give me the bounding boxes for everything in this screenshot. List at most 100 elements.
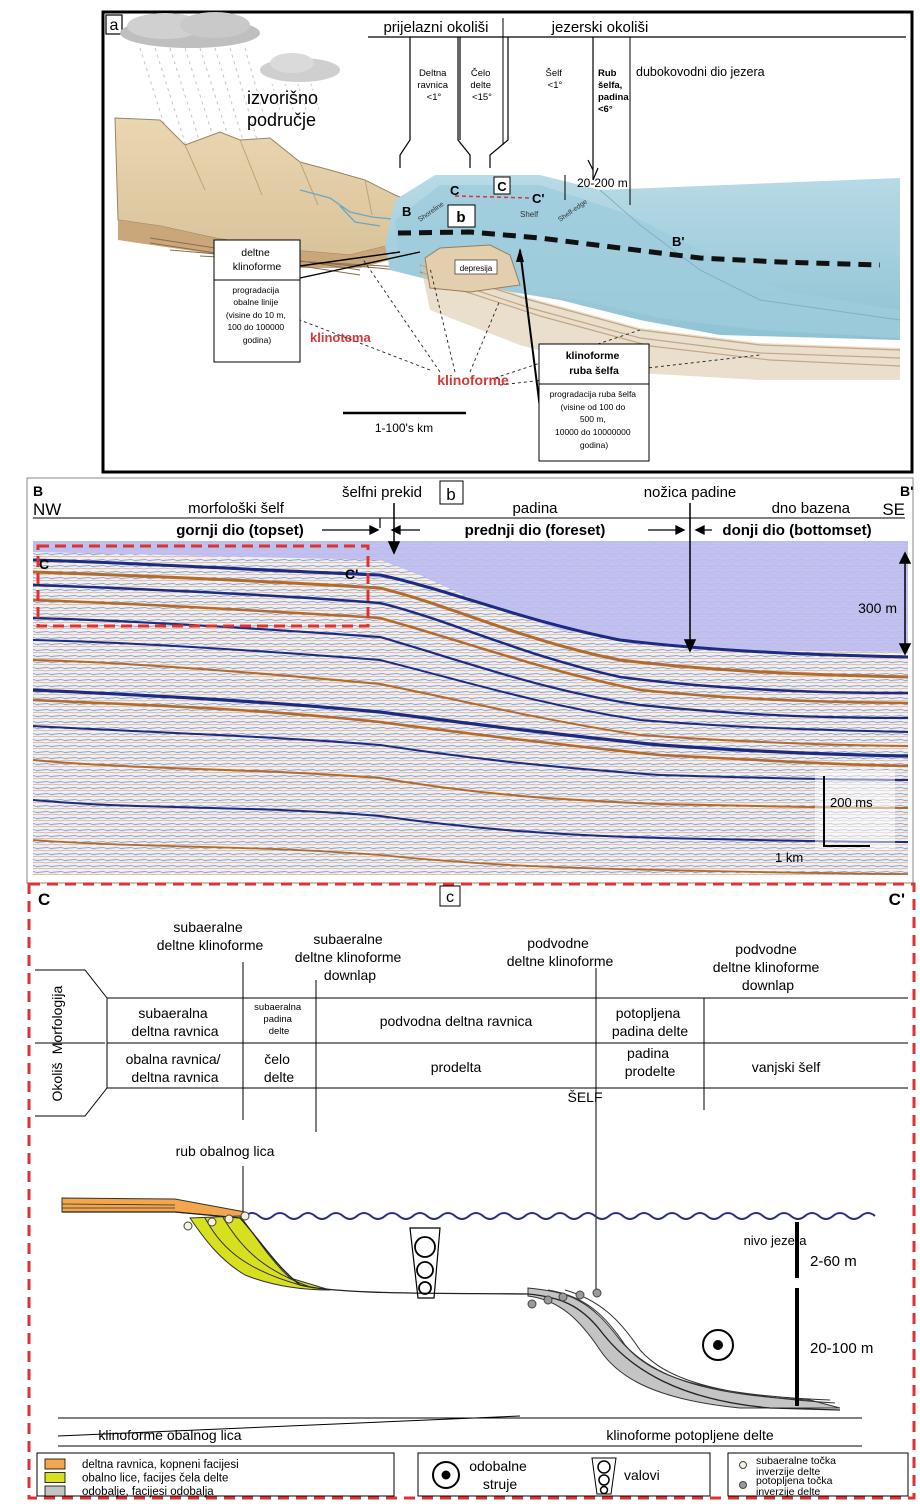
section-b-line	[397, 229, 881, 268]
col-deep: dubokovodni dio jezera	[636, 65, 765, 79]
slope-toe: nožica padine	[644, 484, 737, 501]
panel-b: B NW B' SE b morfološki šelf šelfni prek…	[26, 477, 914, 884]
legend-facies-label: deltna ravnica, kopneni facijesi	[82, 1459, 239, 1471]
panel-b-nw: NW	[33, 500, 61, 519]
morph-shelf: morfološki šelf	[188, 500, 285, 517]
top-label-2: subaeralne deltne klinoforme downlap	[295, 931, 406, 983]
panel-a-letter: a	[110, 17, 119, 34]
env-cell-5: vanjski šelf	[752, 1059, 821, 1075]
label-c-prime: C'	[532, 191, 544, 206]
shelf-label: Shelf	[520, 210, 539, 219]
env-cell-2: čelo delte	[264, 1051, 295, 1085]
panel-b-label-c: C	[39, 556, 49, 572]
panel-a-letter-box	[105, 14, 123, 35]
depth-lower: 20-100 m	[810, 1340, 873, 1357]
bottom-right-label: klinoforme potopljene delte	[606, 1427, 774, 1443]
scale-a: 1-100's km	[375, 421, 433, 435]
shelf-break: šelfni prekid	[342, 484, 422, 501]
seismic-section	[33, 541, 908, 875]
col-delta-plain: Deltna ravnica <1°	[417, 68, 450, 103]
morph-cell-2: subaeralna padina delte	[254, 1002, 304, 1037]
bottomset: donji dio (bottomset)	[722, 522, 871, 539]
shelf-box-title: klinoforme ruba šelfa	[566, 350, 623, 377]
legend-rollover-label: subaeralne točka inverzije delte	[756, 1455, 836, 1478]
slope: padina	[512, 500, 558, 517]
legend-currents: odobalne struje	[469, 1458, 531, 1492]
legend-rollover-dot	[739, 1461, 747, 1469]
panel-c: C c C' subaeralne deltne klinoforme suba…	[27, 882, 916, 1500]
legend-rollover-dot	[739, 1481, 747, 1489]
label-b-prime: B'	[672, 234, 684, 249]
panel-c-label-c-prime: C'	[889, 890, 905, 909]
morph-cell-4: potopljena padina delte	[612, 1005, 689, 1039]
panel-b-se: SE	[882, 500, 905, 519]
env-cell-3: prodelta	[431, 1059, 482, 1075]
depth-label-b: 300 m	[858, 600, 897, 616]
hill-ridges	[184, 139, 373, 216]
top-label-4: podvodne deltne klinoforme downlap	[713, 941, 824, 993]
col-shelf: Šelf <1°	[545, 68, 564, 91]
depth-label-a: 20-200 m	[577, 176, 628, 190]
col-shelf-edge: Rub šelfa, padina <6°	[598, 68, 631, 115]
time-scale: 200 ms	[830, 795, 873, 810]
legend-facies-label: obalno lice, facijes čela delte	[82, 1473, 228, 1485]
label-c-box: C	[497, 179, 507, 194]
shelf-label-c: ŠELF	[567, 1089, 602, 1105]
header-transitional: prijelazni okoliši	[383, 19, 488, 36]
land-front	[118, 220, 420, 268]
legend-facies: deltna ravnica, kopneni facijesi obalno l…	[36, 1452, 395, 1498]
panel-c-letter: c	[446, 889, 454, 906]
label-b-box: b	[456, 209, 465, 226]
top-label-1: subaeralne deltne klinoforme	[157, 919, 264, 953]
top-label-3: podvodne deltne klinoforme	[507, 935, 614, 969]
env-cell-4: padina prodelte	[625, 1045, 676, 1079]
panel-b-letter: b	[446, 485, 455, 504]
foreset: prednji dio (foreset)	[465, 522, 606, 539]
col-delta-front: Čelo delte <15°	[470, 68, 493, 103]
shelf-surface	[395, 185, 900, 338]
env-table	[35, 962, 908, 1132]
deltaic-box-title: deltne klinoforme	[233, 247, 282, 273]
label-b-left: B	[402, 204, 411, 219]
legend-rollover: subaeralne točka inverzije deltepotopljen…	[727, 1452, 909, 1498]
clinothem-label: klinotema	[310, 330, 371, 345]
legend-facies-label: odobalje, facijesi odobalja	[82, 1486, 214, 1498]
panel-a: a prijelazni okoliši jezerski okoliš	[101, 10, 914, 474]
panel-c-label-c: C	[38, 890, 50, 909]
row-morph: Morfologija	[49, 986, 65, 1055]
legend-swatch	[44, 1485, 66, 1497]
depression-label: depresija	[460, 264, 493, 273]
morph-cell-3: podvodna deltna ravnica	[380, 1013, 533, 1029]
legend-swatch	[44, 1472, 66, 1483]
delta-front-fill	[189, 1215, 331, 1291]
basin-fill	[420, 262, 900, 380]
small-rain-cloud-icon	[260, 53, 340, 111]
panel-b-label-b: B	[33, 483, 43, 499]
waves-icon	[409, 1227, 441, 1299]
lake-level: nivo jezera	[744, 1233, 808, 1248]
header-lake: jezerski okoliši	[551, 19, 649, 36]
panel-b-label-c-prime: C'	[345, 566, 358, 582]
legend-symbols: odobalne struje valovi	[417, 1452, 711, 1497]
row-env: Okoliš	[49, 1063, 65, 1102]
shelf-box-body: progradacija ruba šelfa (visine od 100 d…	[550, 389, 639, 450]
clinoforms-label: klinoforme	[437, 372, 509, 388]
lake-surface	[244, 1212, 876, 1220]
depth-upper: 2-60 m	[810, 1253, 857, 1270]
seafloor-line	[599, 189, 901, 321]
rollover-points-subaqueous	[527, 1288, 602, 1309]
legend-rollover-label: potopljena točka inverzije delte	[756, 1475, 833, 1498]
deltaic-box-body: progradacija obalne linije (visine do 10…	[226, 285, 288, 345]
morph-cell-1: subaeralna deltna ravnica	[131, 1005, 218, 1039]
panel-b-label-b-prime: B'	[900, 483, 913, 499]
lake-floor	[62, 1211, 841, 1411]
river	[299, 189, 393, 227]
shoreface-edge: rub obalnog lica	[176, 1143, 275, 1159]
env-cell-1: obalna ravnica/ deltna ravnica	[126, 1051, 225, 1085]
legend-swatch	[44, 1458, 66, 1470]
legend-waves: valovi	[624, 1467, 660, 1483]
distance-scale: 1 km	[775, 850, 803, 865]
bottom-left-label: klinoforme obalnog lica	[98, 1427, 241, 1443]
red-dashed-section	[454, 195, 531, 199]
